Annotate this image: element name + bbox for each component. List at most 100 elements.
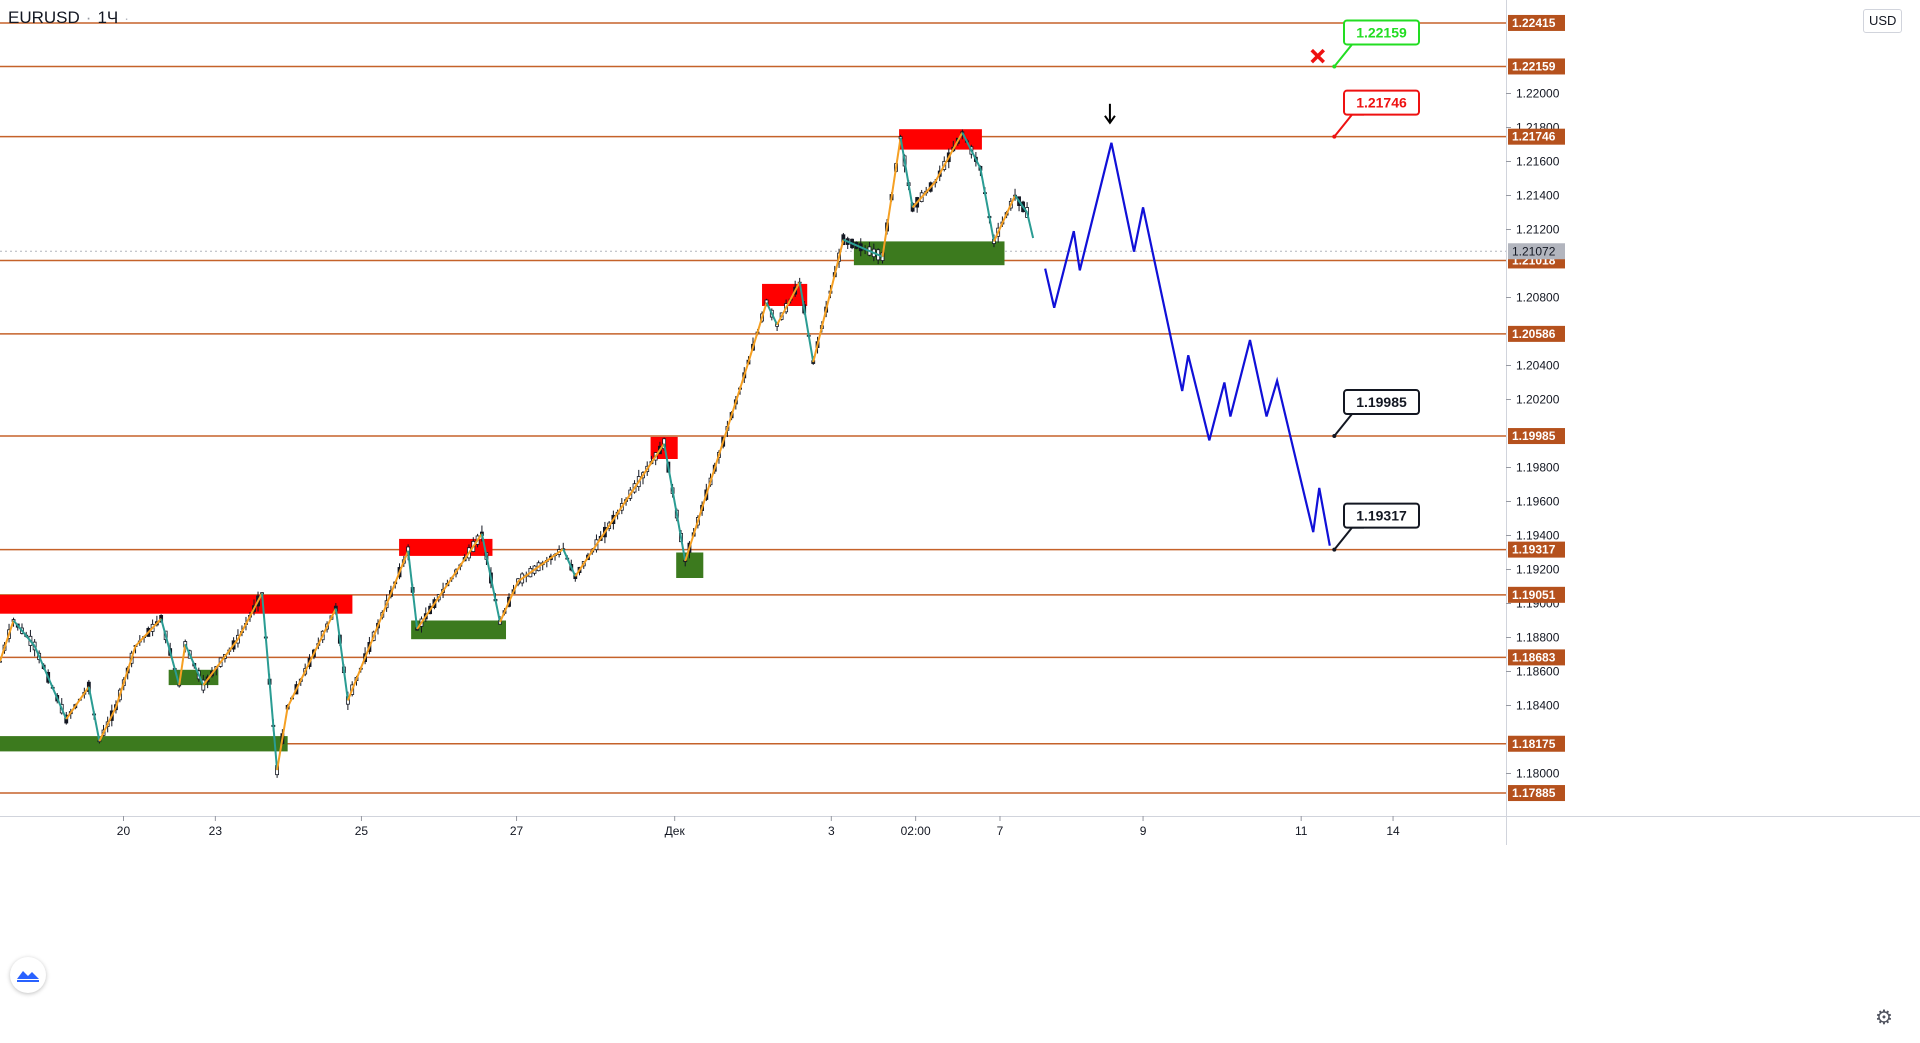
callout-label: 1.19317 [1356, 508, 1407, 524]
callout-pointer [1333, 526, 1364, 551]
level-price-tag [1508, 58, 1565, 75]
zigzag-segment [286, 608, 337, 708]
zigzag-segment [1026, 212, 1035, 239]
y-tick-label: 1.20400 [1516, 359, 1560, 373]
symbol-name[interactable]: EURUSD [8, 8, 80, 27]
callout-label: 1.22159 [1356, 24, 1407, 40]
zigzag-segment [911, 181, 936, 209]
zigzag-segment [237, 592, 263, 640]
callout-label: 1.19985 [1356, 394, 1407, 410]
callout-box[interactable] [1343, 389, 1420, 416]
zigzag-segment [842, 238, 883, 258]
zigzag-segment [202, 638, 239, 686]
symbol-separator: · [85, 8, 92, 27]
y-tick-label: 1.19400 [1516, 529, 1560, 543]
y-tick-label: 1.19800 [1516, 461, 1560, 475]
y-tick-label: 1.20800 [1516, 291, 1560, 305]
candle-body [0, 660, 2, 663]
zigzag-segment [499, 580, 519, 623]
header-extra: · [124, 10, 129, 26]
level-price-label: 1.22415 [1512, 16, 1556, 30]
demand-zone[interactable] [411, 620, 507, 640]
y-tick-label: 1.18000 [1516, 767, 1560, 781]
y-tick-label: 1.19200 [1516, 563, 1560, 577]
zigzag-segment [87, 686, 101, 742]
zigzag-segment [0, 620, 15, 662]
zigzag-segment [684, 361, 750, 562]
zigzag-segment [33, 645, 68, 720]
currency-button[interactable]: USD [1863, 9, 1903, 33]
zigzag-segment [881, 137, 902, 257]
interval-label[interactable]: 1Ч [97, 8, 119, 27]
candle-body [177, 684, 182, 687]
level-price-label: 1.19985 [1512, 429, 1556, 443]
y-tick-label: 1.21600 [1516, 155, 1560, 169]
x-tick-label: 27 [510, 824, 524, 838]
zigzag-segment [812, 239, 845, 363]
x-tick-label: Дек [665, 824, 686, 838]
callout-pointer [1333, 113, 1364, 138]
zigzag-segment [98, 706, 117, 742]
level-price-tag [1508, 541, 1565, 558]
level-price-label: 1.19317 [1512, 543, 1556, 557]
symbol-header[interactable]: EURUSD · 1Ч · [8, 8, 129, 28]
callout-box[interactable] [1343, 89, 1420, 116]
level-price-tag [1508, 649, 1565, 666]
zigzag-segment [993, 195, 1016, 242]
x-tick-label: 14 [1386, 824, 1400, 838]
arrow-down-head-icon [1104, 115, 1116, 125]
zigzag-segment [480, 533, 501, 623]
zigzag-segment [334, 608, 349, 701]
level-price-label: 1.17885 [1512, 786, 1556, 800]
cross-icon-stroke [1310, 48, 1325, 64]
zigzag-segment [798, 282, 815, 363]
zigzag-segment [346, 550, 410, 701]
zigzag-segment [134, 618, 162, 647]
x-tick-label: 23 [209, 824, 223, 838]
zigzag-segment [899, 137, 914, 208]
current-price-label: 1.21072 [1512, 244, 1556, 258]
gear-icon[interactable]: ⚙ [1875, 1007, 1893, 1029]
y-tick-label: 1.21400 [1516, 189, 1560, 203]
level-price-tag [1508, 128, 1565, 145]
y-tick-label: 1.18400 [1516, 699, 1560, 713]
y-tick-label: 1.18600 [1516, 665, 1560, 679]
zigzag-segment [979, 168, 995, 242]
zigzag-segment [765, 302, 778, 326]
callout-box[interactable] [1343, 19, 1420, 46]
demand-zone[interactable] [0, 736, 288, 752]
x-tick-label: 7 [997, 824, 1004, 838]
x-tick-label: 02:00 [901, 824, 931, 838]
callout-pointer [1333, 413, 1364, 437]
zigzag-segment [934, 132, 964, 183]
zigzag-segment [184, 643, 205, 686]
zigzag-segment [416, 533, 483, 630]
callout-box[interactable] [1343, 502, 1420, 529]
level-price-tag [1508, 586, 1565, 603]
level-price-label: 1.18683 [1512, 650, 1556, 664]
y-tick-label: 1.18800 [1516, 631, 1560, 645]
zigzag-segment [663, 443, 687, 562]
zigzag-segment [747, 302, 768, 363]
zigzag-segment [276, 707, 289, 771]
zigzag-segment [562, 548, 577, 577]
supply-zone[interactable] [0, 595, 353, 614]
zigzag-segment [115, 645, 137, 708]
level-price-label: 1.20586 [1512, 327, 1556, 341]
level-price-tag [1508, 325, 1565, 342]
level-price-label: 1.22159 [1512, 59, 1556, 73]
tradingview-logo[interactable] [10, 957, 46, 993]
forecast-path[interactable] [1044, 142, 1331, 546]
level-price-label: 1.19051 [1512, 588, 1556, 602]
zigzag-segment [65, 686, 90, 720]
zigzag-segment [160, 618, 181, 686]
zigzag-segment [776, 281, 801, 326]
callout-label: 1.21746 [1356, 95, 1407, 111]
level-price-tag [1508, 785, 1565, 802]
y-tick-label: 1.22000 [1516, 87, 1560, 101]
demand-zone[interactable] [853, 241, 1005, 266]
callout-pointer [1333, 43, 1364, 68]
zigzag-segment [1014, 194, 1028, 214]
